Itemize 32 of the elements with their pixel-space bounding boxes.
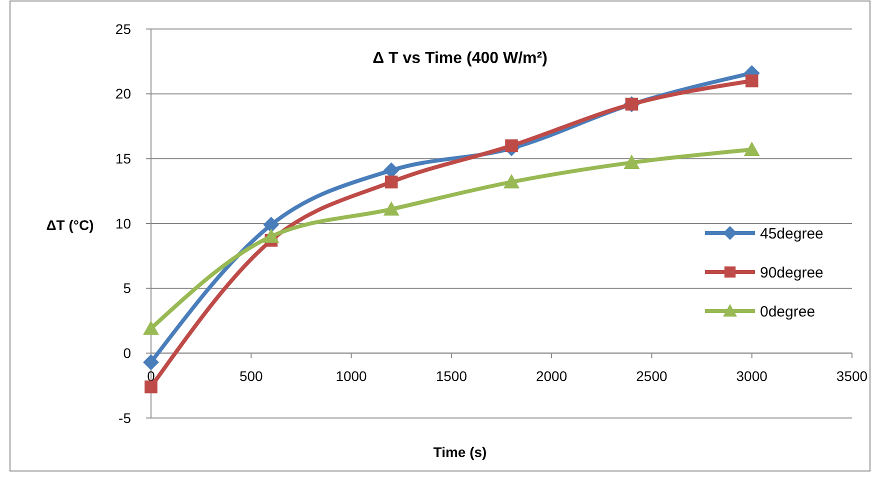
point <box>143 354 159 370</box>
point <box>744 142 760 156</box>
x-tick-label: 500 <box>239 368 264 384</box>
legend-label: 0degree <box>760 303 816 320</box>
point <box>143 320 159 335</box>
y-tick-label: 15 <box>115 150 132 167</box>
point <box>383 201 400 216</box>
point <box>505 139 518 152</box>
legend-label: 45degree <box>760 225 824 242</box>
point <box>263 228 280 243</box>
legend-label: 90degree <box>760 264 824 282</box>
y-tick-label: 0 <box>123 345 132 362</box>
y-axis-title: ΔT (°C) <box>46 217 94 233</box>
x-tick-label: 1000 <box>336 368 368 384</box>
y-tick-label: -5 <box>118 410 132 426</box>
point <box>624 154 640 169</box>
point <box>263 216 280 233</box>
point <box>745 74 758 88</box>
y-tick-label: 25 <box>115 20 132 37</box>
y-tick-label: 5 <box>123 280 132 296</box>
y-tick-label: 20 <box>115 86 132 102</box>
point <box>144 380 158 394</box>
x-tick-label: 2500 <box>636 368 668 384</box>
point <box>504 174 520 188</box>
x-tick-label: 2000 <box>536 368 568 384</box>
x-tick-label: 3000 <box>736 368 768 384</box>
x-axis-title: Time (s) <box>433 444 487 460</box>
text: Δ T vs Time (400 W/m²) <box>372 50 548 67</box>
y-tick-label: 10 <box>115 215 132 232</box>
x-tick-label: 3500 <box>836 368 868 384</box>
x-tick-label: 1500 <box>436 368 468 384</box>
point <box>384 176 398 188</box>
